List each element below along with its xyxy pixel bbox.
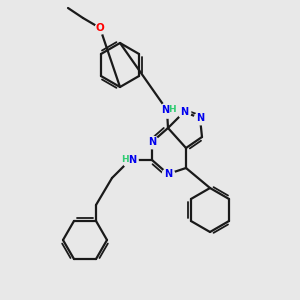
Text: N: N — [180, 107, 188, 117]
Text: N: N — [161, 105, 169, 115]
Text: H: H — [121, 155, 129, 164]
Text: N: N — [164, 169, 172, 179]
Text: N: N — [196, 113, 204, 123]
Text: N: N — [128, 155, 136, 165]
Text: N: N — [148, 137, 156, 147]
Text: H: H — [168, 106, 176, 115]
Text: O: O — [96, 23, 104, 33]
